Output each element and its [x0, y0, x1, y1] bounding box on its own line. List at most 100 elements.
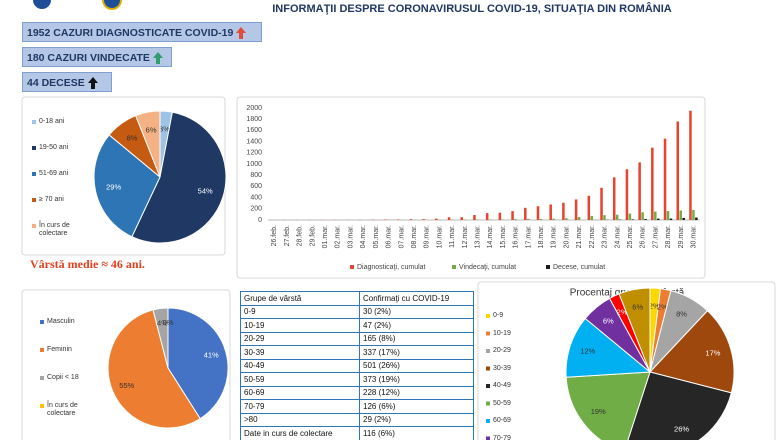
- bar: [511, 211, 514, 220]
- legend-marker: [486, 331, 490, 336]
- stat-box: 1952 CAZURI DIAGNOSTICATE COVID-19: [22, 22, 262, 42]
- x-tick-label: 12.mar.: [462, 225, 469, 248]
- legend-marker: [452, 265, 456, 269]
- legend-marker: [32, 172, 36, 176]
- bar: [603, 215, 606, 220]
- bar: [552, 218, 555, 220]
- bar: [409, 219, 413, 220]
- legend-marker: [486, 419, 490, 423]
- table-cell: 30 (2%): [359, 304, 474, 319]
- bar: [663, 138, 667, 220]
- bar: [488, 219, 492, 220]
- pie-slice: [565, 317, 652, 378]
- pie-slice: [93, 134, 161, 238]
- x-tick-label: 01.mar.: [322, 225, 329, 248]
- legend-label: 40-49: [493, 382, 511, 389]
- bar: [498, 212, 502, 220]
- table-cell: 60-69: [240, 385, 360, 400]
- bar: [485, 213, 489, 220]
- note: Vârstă medie ≈ 46 ani.: [30, 257, 145, 271]
- bar: [384, 219, 387, 220]
- legend-label: 19-50 ani: [39, 144, 69, 151]
- data-label: 6%: [146, 125, 157, 134]
- x-tick-label: 18.mar.: [538, 225, 545, 248]
- x-tick-label: 05.mar.: [373, 225, 380, 248]
- table-cell: 20-29: [240, 331, 360, 346]
- bar: [539, 218, 543, 220]
- legend-marker: [486, 384, 490, 388]
- table-row: 20-29 165 (8%): [240, 331, 474, 346]
- legend-label: 50-59: [493, 399, 511, 407]
- pie-slice: [135, 110, 161, 178]
- legend-label: Copii < 18: [47, 374, 79, 381]
- bar: [396, 219, 400, 220]
- x-tick-label: 25.mar.: [627, 225, 634, 248]
- legend-marker: [486, 401, 490, 406]
- x-tick-label: 08.mar.: [411, 225, 418, 248]
- y-tick-label: 1600: [246, 127, 262, 134]
- legend-marker: [40, 320, 44, 324]
- table-row: 40-49 501 (26%): [240, 358, 474, 373]
- bar: [644, 219, 647, 220]
- bar: [587, 195, 591, 220]
- bar: [476, 219, 479, 220]
- x-tick-label: 03.mar.: [347, 225, 354, 248]
- y-tick-label: 2000: [246, 105, 262, 112]
- table-header-cell: Grupe de vârstă: [240, 291, 360, 306]
- bar: [654, 211, 657, 220]
- data-label: 29%: [106, 182, 121, 191]
- legend-marker: [32, 120, 36, 124]
- table-row: 70-79 126 (6%): [240, 399, 474, 414]
- x-tick-label: 02.mar.: [335, 225, 342, 248]
- data-label: 41%: [204, 350, 219, 359]
- legend-marker: [40, 404, 44, 408]
- bar: [628, 213, 632, 220]
- x-tick-label: 19.mar.: [551, 225, 558, 248]
- bar: [549, 204, 552, 220]
- x-tick-label: 17.mar.: [525, 225, 532, 248]
- arrow-up: [87, 77, 98, 90]
- data-label: 6%: [632, 303, 643, 312]
- x-tick-label: 15.mar.: [500, 225, 507, 248]
- table-cell: 373 (19%): [359, 372, 474, 387]
- legend-marker: [40, 348, 44, 352]
- x-tick-label: 27.feb.: [284, 225, 291, 246]
- x-tick-label: 21.mar.: [576, 225, 583, 248]
- bar: [657, 218, 660, 220]
- y-tick-label: 800: [250, 172, 262, 179]
- table-row: 50-59 373 (19%): [240, 372, 474, 387]
- x-tick-label: 16.mar.: [513, 225, 520, 248]
- bar: [689, 110, 692, 220]
- legend-marker: [350, 265, 354, 269]
- legend-label: 0-18 ani: [39, 118, 65, 125]
- bar: [473, 215, 476, 220]
- x-tick-label: 29.mar.: [678, 225, 685, 248]
- table-cell: 10-19: [240, 318, 360, 333]
- bar: [600, 187, 603, 220]
- table-header-cell: Confirmaţi cu COVID-19: [359, 291, 474, 306]
- panel: [236, 96, 706, 279]
- x-tick-label: 20.mar.: [563, 225, 570, 248]
- data-label: 8%: [676, 310, 687, 319]
- bar: [638, 162, 641, 220]
- pie-slice: [107, 309, 201, 429]
- legend-label: 70-79: [493, 434, 511, 440]
- data-label: 12%: [580, 347, 595, 356]
- table-cell: 0-9: [240, 304, 360, 319]
- page-title: INFORMAŢII DESPRE CORONAVIRUSUL COVID-19…: [272, 2, 672, 15]
- x-tick-label: 07.mar.: [398, 225, 405, 248]
- data-label: 19%: [591, 407, 606, 416]
- data-label: 2%: [657, 303, 668, 312]
- bar: [651, 147, 654, 220]
- y-tick-label: 1200: [246, 150, 262, 157]
- bar: [631, 219, 635, 220]
- bar: [447, 217, 451, 220]
- table-cell: 116 (6%): [359, 426, 474, 440]
- x-tick-label: 10.mar.: [436, 225, 443, 248]
- table-cell: 47 (2%): [359, 318, 474, 333]
- y-tick-label: 0: [258, 217, 262, 224]
- legend-marker: [546, 265, 550, 269]
- x-tick-label: 28.mar.: [665, 225, 672, 248]
- legend-label: 60-69: [493, 417, 511, 424]
